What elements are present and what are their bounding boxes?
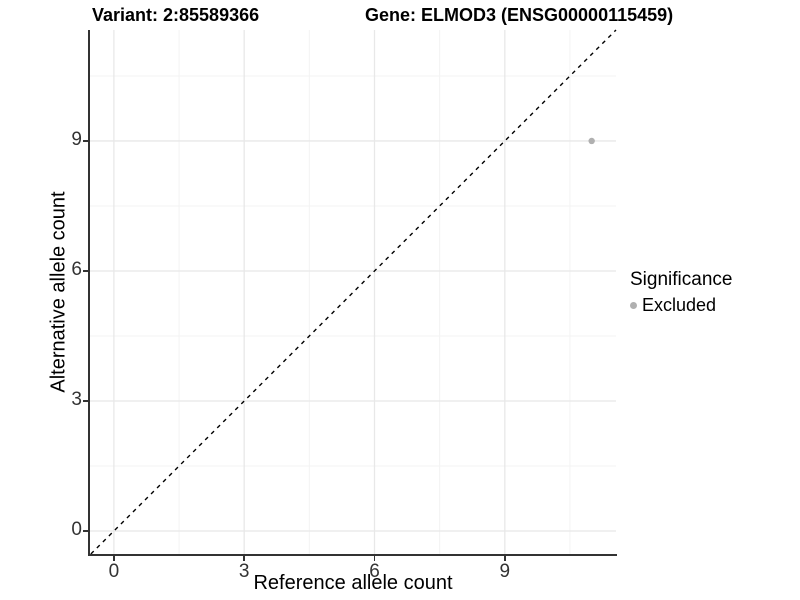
y-axis-title: Alternative allele count [47, 191, 70, 393]
y-tick-label: 9 [71, 128, 82, 150]
chart-canvas [90, 29, 617, 555]
y-tick-mark [83, 400, 88, 402]
x-tick-label: 6 [369, 561, 380, 582]
x-tick-label: 9 [499, 561, 511, 582]
x-axis-line [88, 554, 617, 556]
y-tick-label: 3 [71, 388, 82, 410]
x-tick-label: 0 [108, 561, 120, 582]
x-tick-label: 3 [238, 561, 250, 582]
y-tick-mark [83, 140, 88, 142]
x-axis-title: Reference allele count [253, 572, 453, 594]
legend-point-icon [630, 301, 637, 309]
x-tick-mark [243, 556, 245, 561]
data-point [588, 137, 595, 145]
y-tick-mark [83, 530, 88, 532]
legend: Significance Excluded [630, 268, 732, 316]
x-tick-mark [504, 556, 506, 561]
y-tick-label: 6 [71, 258, 82, 280]
legend-title: Significance [630, 269, 733, 290]
identity-line [90, 29, 617, 555]
plot-title-gene: Gene: ELMOD3 (ENSG00000115459) [365, 5, 674, 25]
y-axis-line [88, 30, 90, 556]
plot-title-variant: Variant: 2:85589366 [92, 5, 260, 25]
x-tick-mark [373, 556, 376, 561]
legend-item-label: Excluded [642, 295, 717, 315]
x-tick-mark [113, 556, 115, 561]
legend-item: Excluded [630, 294, 732, 316]
y-tick-label: 0 [71, 518, 82, 540]
y-tick-mark [83, 270, 88, 272]
legend-items: Excluded [630, 294, 732, 316]
plot-panel [90, 29, 617, 555]
